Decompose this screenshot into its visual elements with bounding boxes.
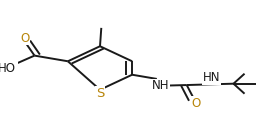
Text: S: S <box>96 87 104 100</box>
Text: HO: HO <box>0 62 16 75</box>
Text: O: O <box>20 32 29 45</box>
Text: HN: HN <box>203 71 220 84</box>
Text: O: O <box>191 97 200 110</box>
Text: NH: NH <box>152 79 170 92</box>
